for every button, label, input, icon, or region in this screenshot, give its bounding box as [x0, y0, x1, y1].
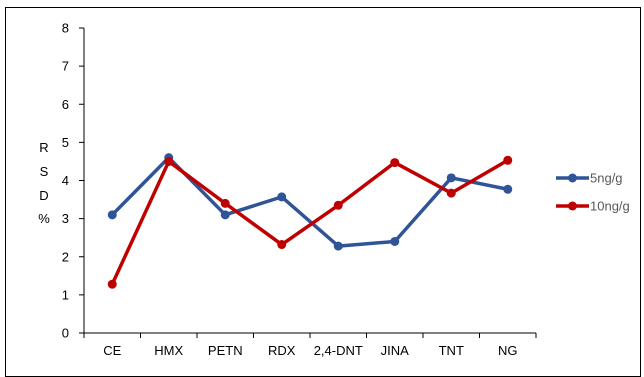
x-tick-label: PETN	[208, 343, 243, 358]
data-point	[107, 279, 117, 289]
series-line	[111, 155, 509, 248]
y-axis-title-char: S	[40, 164, 49, 179]
legend-label: 5ng/g	[590, 171, 623, 186]
x-tick-label: HMX	[154, 343, 183, 358]
chart-frame	[5, 7, 641, 377]
y-axis: 0 1 2 3 4 5 6 7 8	[62, 21, 85, 341]
data-point	[446, 173, 456, 183]
y-tick-label: 3	[62, 211, 69, 226]
data-point	[277, 192, 287, 202]
data-point	[446, 188, 456, 198]
x-tick-label: 2,4-DNT	[314, 343, 363, 358]
y-axis-title-char: %	[38, 211, 50, 226]
data-point	[503, 184, 513, 194]
y-tick-label: 0	[62, 326, 69, 341]
data-point	[333, 200, 343, 210]
data-point	[503, 155, 513, 165]
series-1	[107, 153, 513, 251]
series-2	[107, 155, 513, 289]
data-point	[220, 198, 230, 208]
y-tick-label: 6	[62, 97, 69, 112]
legend-swatch-marker	[568, 201, 577, 211]
y-tick-label: 8	[62, 21, 69, 36]
y-tick-label: 2	[62, 249, 69, 264]
legend-label: 10ng/g	[590, 199, 630, 214]
legend: 5ng/g 10ng/g	[556, 171, 630, 214]
data-point	[390, 237, 400, 246]
data-point	[107, 210, 117, 220]
y-axis-title-char: R	[39, 140, 48, 155]
data-point	[390, 158, 400, 168]
series-line	[110, 158, 509, 285]
y-tick-label: 7	[62, 59, 69, 74]
y-tick-label: 5	[62, 135, 69, 150]
data-point	[333, 241, 343, 251]
x-tick-label: TNT	[439, 343, 464, 358]
y-axis-title: RSD%	[38, 140, 50, 226]
x-tick-label: CE	[103, 343, 121, 358]
y-tick-label: 4	[62, 173, 69, 188]
x-axis: CE HMX PETN RDX 2,4-DNT JINA TNT NG	[83, 332, 537, 358]
legend-swatch-marker	[568, 173, 577, 183]
y-tick-label: 1	[62, 287, 69, 302]
data-point	[164, 156, 174, 166]
line-chart: 0 1 2 3 4 5 6 7 8 CE HMX PETN RDX 2,4-DNT JINA TNT NG R…	[38, 21, 630, 359]
x-tick-label: RDX	[268, 343, 296, 358]
x-tick-label: JINA	[381, 343, 410, 358]
series-lines	[107, 153, 513, 289]
data-point	[220, 210, 230, 220]
y-axis-title-char: D	[39, 188, 48, 203]
data-point	[277, 240, 287, 250]
x-tick-label: NG	[498, 343, 518, 358]
